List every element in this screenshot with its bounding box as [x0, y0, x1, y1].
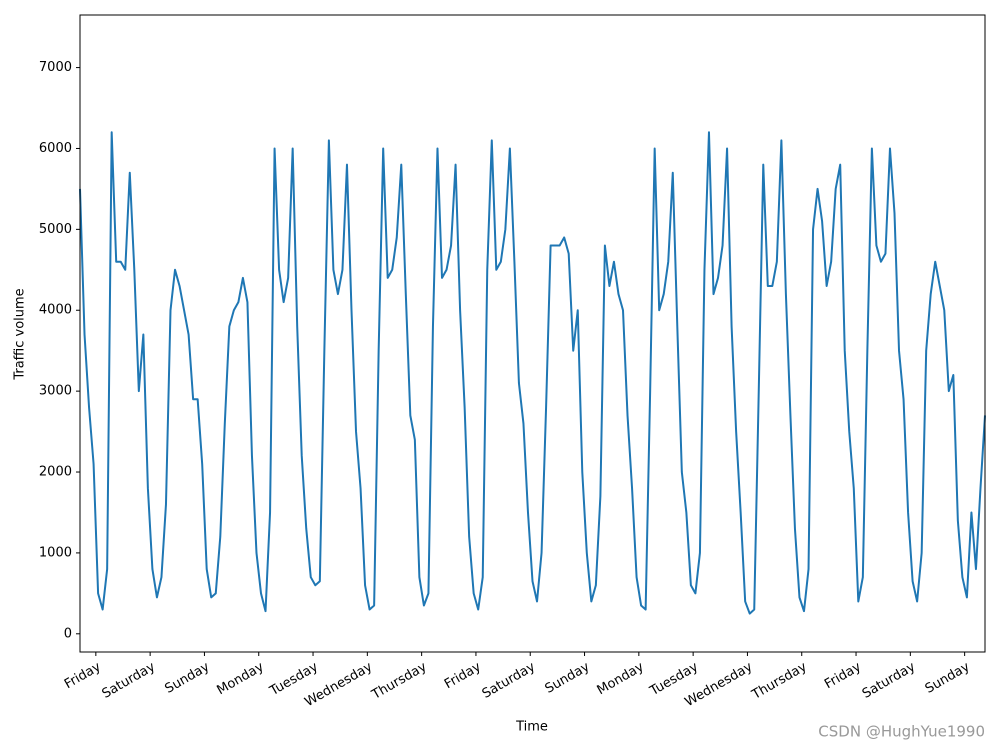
y-tick-label: 1000 — [39, 545, 72, 560]
y-tick-label: 3000 — [39, 384, 72, 399]
x-tick-label: Saturday — [480, 659, 538, 701]
y-tick-label: 2000 — [39, 465, 72, 480]
watermark: CSDN @HughYue1990 — [818, 723, 985, 741]
x-tick-label: Monday — [595, 659, 647, 698]
x-tick-label: Saturday — [860, 659, 918, 701]
x-tick-label: Thursday — [749, 659, 810, 703]
x-tick-label: Friday — [62, 659, 104, 692]
y-axis-label: Traffic volume — [13, 288, 28, 380]
x-tick-label: Sunday — [163, 659, 213, 696]
x-tick-label: Sunday — [543, 659, 593, 696]
x-tick-label: Sunday — [923, 659, 973, 696]
y-tick-label: 0 — [64, 626, 72, 641]
x-tick-label: Friday — [822, 659, 864, 692]
y-tick-label: 4000 — [39, 303, 72, 318]
y-tick-label: 5000 — [39, 222, 72, 237]
x-tick-label: Friday — [442, 659, 484, 692]
y-tick-label: 6000 — [39, 141, 72, 156]
y-tick-label: 7000 — [39, 60, 72, 75]
x-tick-label: Saturday — [100, 659, 158, 701]
x-tick-label: Thursday — [369, 659, 430, 703]
x-tick-label: Monday — [215, 659, 267, 698]
plot-frame — [79, 14, 986, 653]
x-axis-label: Time — [515, 720, 548, 735]
data-line — [79, 131, 986, 615]
